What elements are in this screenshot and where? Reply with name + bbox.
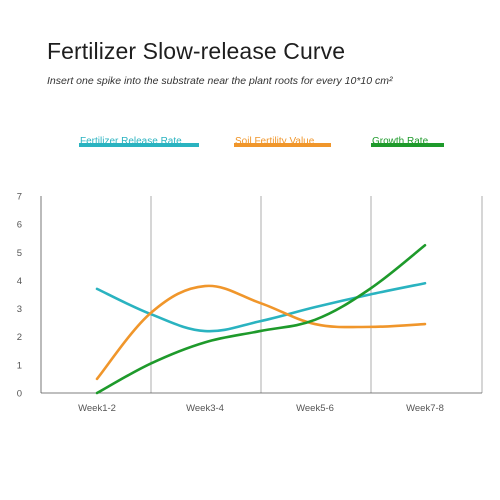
- series-line-growth-rate: [95, 243, 427, 395]
- x-tick-label: Week3-4: [186, 403, 224, 414]
- legend-label-release-rate: Fertilizer Release Rate: [80, 136, 182, 147]
- legend-swatch-release-rate: [79, 143, 199, 147]
- y-tick-label: 1: [17, 360, 22, 371]
- legend-swatch-soil-fertility: [234, 143, 331, 147]
- legend-swatch-growth-rate: [371, 143, 444, 147]
- x-tick-label: Week7-8: [406, 403, 444, 414]
- chart-axes: 0 1 2 3 4 5 6 7 Week1-2 Week3-4 Week5-6 Week7-8: [17, 192, 482, 414]
- chart-title: Fertilizer Slow-release Curve: [47, 38, 346, 64]
- x-tick-label: Week5-6: [296, 403, 334, 414]
- legend-label-soil-fertility: Soil Fertility Value: [235, 136, 315, 147]
- chart-series: [95, 243, 427, 395]
- series-line-soil-fertility: [95, 284, 427, 381]
- y-tick-label: 3: [17, 304, 22, 315]
- y-tick-label: 2: [17, 332, 22, 343]
- y-tick-label: 5: [17, 248, 22, 259]
- chart-subtitle: Insert one spike into the substrate near…: [47, 75, 393, 87]
- chart-legend: Fertilizer Release Rate Soil Fertility Va…: [79, 136, 444, 147]
- chart-grid: [150, 196, 483, 393]
- y-tick-label: 0: [17, 389, 22, 400]
- y-tick-label: 4: [17, 276, 22, 287]
- y-tick-label: 6: [17, 220, 22, 231]
- x-tick-label: Week1-2: [78, 403, 116, 414]
- legend-label-growth-rate: Growth Rate: [372, 136, 429, 147]
- y-tick-label: 7: [17, 192, 22, 203]
